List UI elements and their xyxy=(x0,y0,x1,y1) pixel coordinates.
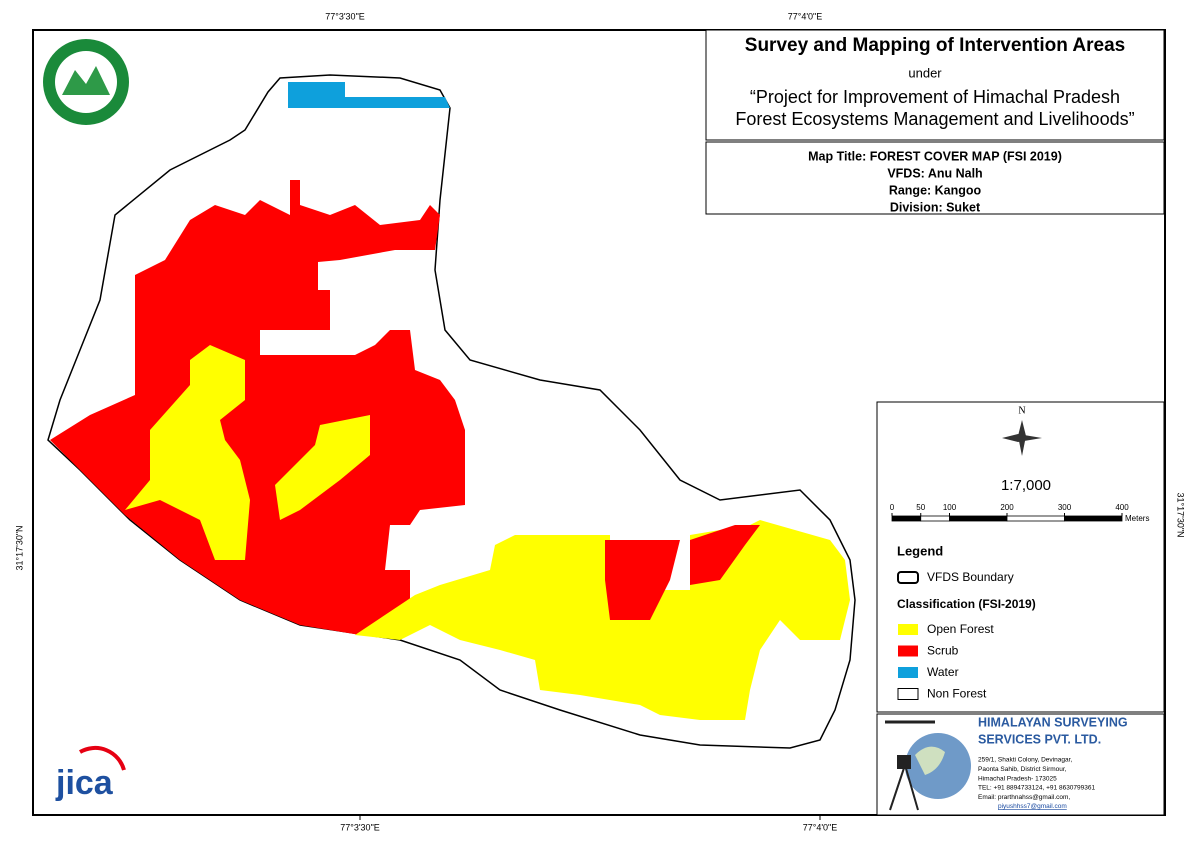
info-box xyxy=(705,141,1165,215)
company-box xyxy=(876,713,1165,816)
scale-tick-label: 400 xyxy=(1115,503,1129,512)
coord-label: 77°3'30"E xyxy=(325,11,365,21)
legend-swatch xyxy=(898,624,918,635)
open-forest-area xyxy=(275,415,370,520)
north-arrow xyxy=(1002,420,1042,456)
legend-subtitle: Classification (FSI-2019) xyxy=(897,597,1036,611)
boundary-swatch xyxy=(897,571,919,584)
title-box xyxy=(705,29,1165,141)
scrub-area xyxy=(605,540,680,620)
coord-label: 77°4'0"E xyxy=(788,11,823,21)
legend-box xyxy=(876,401,1165,713)
scale-segment xyxy=(1064,515,1123,522)
info-line: Map Title: FOREST COVER MAP (FSI 2019) xyxy=(808,149,1062,163)
subtitle: under xyxy=(908,65,942,80)
project-line: “Project for Improvement of Himachal Pra… xyxy=(750,87,1120,107)
address-line: Himachal Pradesh- 173025 xyxy=(978,775,1057,782)
scale-unit: Meters xyxy=(1125,514,1149,523)
address-line: 259/1, Shakti Colony, Devinagar, xyxy=(978,757,1072,764)
scrub-area xyxy=(690,525,760,585)
jica-text: jica xyxy=(55,764,114,802)
forest-logo xyxy=(43,39,129,125)
jica-logo: jica xyxy=(55,745,126,802)
open-forest-area xyxy=(125,345,250,560)
project-line: Forest Ecosystems Management and Livelih… xyxy=(735,109,1134,129)
coord-label: 77°3'30"E xyxy=(340,822,380,832)
info-line: Division: Suket xyxy=(890,200,981,214)
coord-label: 77°4'0"E xyxy=(803,822,838,832)
legend-swatch xyxy=(898,667,918,678)
north-label: N xyxy=(1018,405,1025,416)
info-line: Range: Kangoo xyxy=(889,183,982,197)
scale-tick-label: 300 xyxy=(1058,503,1072,512)
scale-tick-label: 50 xyxy=(916,503,925,512)
legend-title: Legend xyxy=(897,543,943,558)
company-logo xyxy=(885,720,971,811)
title: Survey and Mapping of Intervention Areas xyxy=(745,35,1125,56)
coord-label: 31°17'30"N xyxy=(14,525,24,570)
scale-tick-label: 0 xyxy=(890,503,895,512)
info-line: VFDS: Anu Nalh xyxy=(887,166,982,180)
scale-segment xyxy=(920,515,950,522)
legend-label: Water xyxy=(927,665,959,679)
scale-segment xyxy=(1006,515,1065,522)
legend-label: Open Forest xyxy=(927,622,994,636)
water-area xyxy=(288,82,450,108)
company-name: HIMALAYAN SURVEYING xyxy=(978,715,1128,729)
scale-segment xyxy=(891,515,922,522)
address-line: piyushhss7@gmail.com xyxy=(998,803,1067,810)
legend-swatch xyxy=(898,645,918,657)
address-line: Email: prarthnahss@gmail.com, xyxy=(978,794,1070,801)
legend-label: Non Forest xyxy=(927,687,987,701)
scale-tick-label: 200 xyxy=(1000,503,1014,512)
map-area xyxy=(47,74,856,749)
scale-tick-label: 100 xyxy=(943,503,957,512)
company-name: SERVICES PVT. LTD. xyxy=(978,732,1101,746)
coord-label: 31°17'30"N xyxy=(1176,492,1186,537)
address-line: Paonta Sahib, District Sirmour, xyxy=(978,766,1067,773)
legend-swatch xyxy=(897,688,919,700)
legend-label: VFDS Boundary xyxy=(927,570,1014,584)
address-line: TEL: +91 8894733124, +91 8630799361 xyxy=(978,785,1095,792)
legend-label: Scrub xyxy=(927,644,959,658)
scale-text: 1:7,000 xyxy=(1001,477,1051,494)
scrub-area xyxy=(50,180,465,635)
scale-segment xyxy=(949,515,1008,522)
